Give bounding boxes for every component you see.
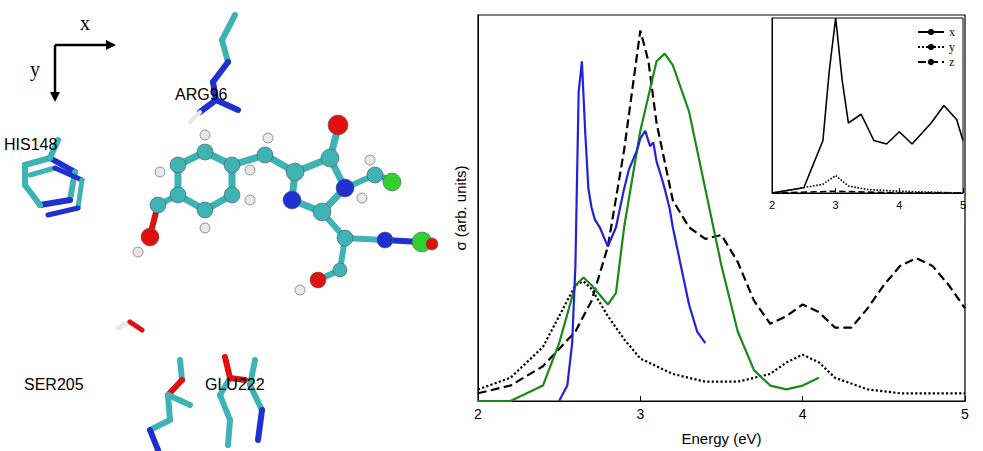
svg-text:SER205: SER205 bbox=[24, 376, 84, 393]
svg-text:y: y bbox=[30, 58, 40, 81]
svg-text:z: z bbox=[949, 55, 954, 69]
svg-text:2: 2 bbox=[769, 199, 775, 211]
svg-text:ARG96: ARG96 bbox=[175, 86, 228, 103]
svg-text:Energy (eV): Energy (eV) bbox=[681, 430, 761, 447]
svg-text:4: 4 bbox=[799, 406, 807, 422]
svg-text:y: y bbox=[949, 40, 955, 54]
svg-text:5: 5 bbox=[961, 406, 969, 422]
svg-text:GLU222: GLU222 bbox=[205, 376, 265, 393]
svg-text:3: 3 bbox=[636, 406, 644, 422]
svg-text:HIS148: HIS148 bbox=[4, 136, 57, 153]
svg-text:3: 3 bbox=[833, 199, 839, 211]
svg-text:x: x bbox=[80, 12, 90, 34]
svg-text:2: 2 bbox=[474, 406, 482, 422]
svg-text:σ (arb. units): σ (arb. units) bbox=[452, 165, 469, 250]
svg-text:5: 5 bbox=[960, 199, 966, 211]
svg-text:4: 4 bbox=[896, 199, 902, 211]
svg-text:x: x bbox=[949, 25, 955, 39]
